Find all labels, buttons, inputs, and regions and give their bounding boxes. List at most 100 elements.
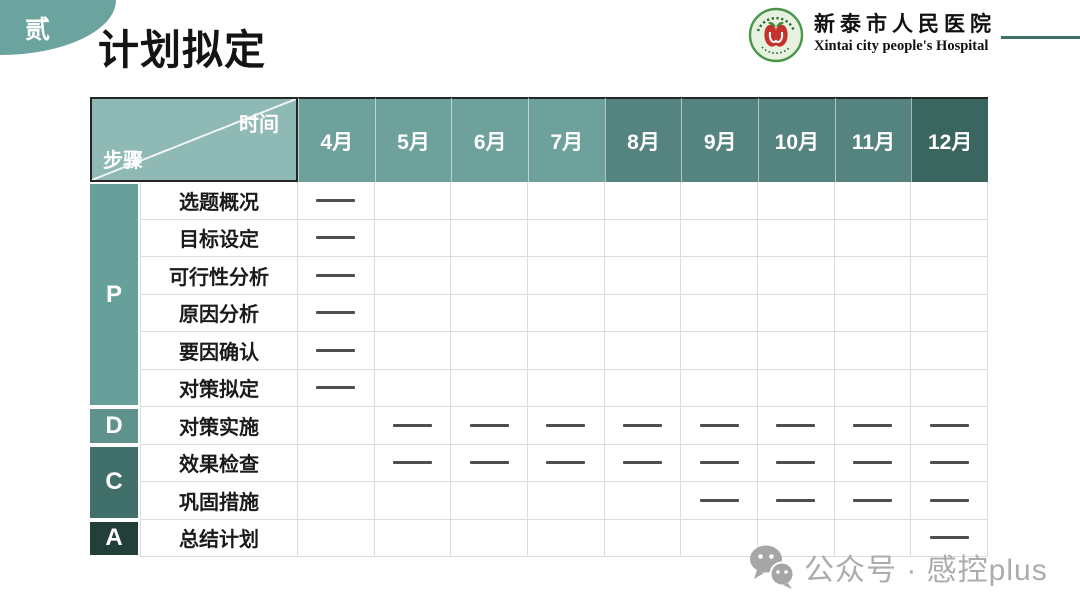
gantt-cell — [374, 182, 452, 220]
step-label-cell: 选题概况 — [140, 182, 298, 220]
schedule-dash — [776, 461, 816, 465]
schedule-dash — [776, 498, 816, 502]
gantt-cell — [834, 482, 912, 520]
gantt-cell — [757, 332, 835, 370]
gantt-cell — [757, 257, 835, 295]
schedule-dash — [392, 423, 432, 427]
gantt-cell — [451, 519, 528, 557]
step-label-cell: 要因确认 — [140, 332, 298, 370]
gantt-cell — [757, 444, 835, 482]
gantt-cell — [527, 182, 605, 220]
gantt-cell — [298, 482, 375, 520]
month-header-cell: 4月 — [298, 97, 375, 182]
gantt-cell — [298, 257, 375, 295]
gantt-cell — [527, 219, 605, 257]
gantt-cell — [451, 444, 528, 482]
gantt-cell — [681, 444, 758, 482]
gantt-cell — [834, 219, 912, 257]
gantt-cell — [451, 407, 528, 445]
schedule-dash — [776, 423, 816, 427]
gantt-cell — [451, 332, 528, 370]
step-label-cell: 对策实施 — [140, 407, 298, 445]
wechat-icon — [750, 545, 795, 589]
gantt-cell — [604, 519, 682, 557]
schedule-dash — [316, 311, 356, 315]
gantt-cell — [757, 482, 835, 520]
gantt-cell — [527, 482, 605, 520]
gantt-cell — [757, 182, 835, 220]
gantt-cell — [527, 369, 605, 407]
gantt-cell — [681, 482, 758, 520]
watermark: 公众号 · 感控plus — [748, 544, 1048, 590]
schedule-dash — [469, 461, 509, 465]
gantt-cell — [451, 257, 528, 295]
gantt-cell — [681, 332, 758, 370]
gantt-cell — [604, 332, 682, 370]
pdca-group-cell-A: A — [90, 519, 140, 557]
month-header-cell: 8月 — [604, 97, 682, 182]
gantt-cell — [374, 219, 452, 257]
schedule-dash — [929, 461, 969, 465]
schedule-dash — [852, 423, 892, 427]
gantt-cell — [757, 219, 835, 257]
table-corner-cell: 时间 步骤 — [90, 97, 298, 182]
hospital-name-en: Xintai city people's Hospital — [814, 38, 989, 54]
gantt-cell — [681, 519, 758, 557]
gantt-cell — [374, 332, 452, 370]
gantt-cell — [911, 332, 988, 370]
hospital-name-cn: 新泰市人民医院 — [814, 13, 996, 36]
schedule-dash — [852, 461, 892, 465]
month-header-cell: 9月 — [681, 97, 758, 182]
gantt-cell — [374, 444, 452, 482]
gantt-cell — [834, 257, 912, 295]
month-header-cell: 11月 — [834, 97, 912, 182]
schedule-dash — [469, 423, 509, 427]
schedule-dash — [852, 498, 892, 502]
gantt-cell — [604, 257, 682, 295]
step-label-cell: 原因分析 — [140, 294, 298, 332]
gantt-cell — [834, 294, 912, 332]
schedule-dash — [699, 498, 739, 502]
gantt-cell — [298, 219, 375, 257]
gantt-cell — [604, 407, 682, 445]
schedule-dash — [699, 461, 739, 465]
gantt-cell — [681, 369, 758, 407]
page-title: 计划拟定 — [98, 27, 266, 73]
section-number-badge: 贰 — [0, 0, 116, 55]
hospital-name-block: 新泰市人民医院 Xintai city people's Hospital — [814, 7, 996, 55]
gantt-cell — [527, 407, 605, 445]
pdca-group-cell-C: C — [90, 444, 140, 520]
hospital-logo-icon — [748, 7, 804, 63]
gantt-cell — [298, 444, 375, 482]
step-label-cell: 效果检查 — [140, 444, 298, 482]
gantt-cell — [298, 182, 375, 220]
gantt-cell — [681, 182, 758, 220]
gantt-cell — [451, 482, 528, 520]
gantt-cell — [604, 182, 682, 220]
gantt-cell — [298, 369, 375, 407]
gantt-cell — [527, 519, 605, 557]
schedule-dash — [929, 498, 969, 502]
step-label-cell: 总结计划 — [140, 519, 298, 557]
gantt-cell — [757, 369, 835, 407]
step-label-cell: 可行性分析 — [140, 257, 298, 295]
month-header-cell: 6月 — [451, 97, 528, 182]
gantt-cell — [374, 369, 452, 407]
schedule-dash — [316, 236, 356, 240]
month-header-cell: 5月 — [374, 97, 452, 182]
gantt-cell — [374, 519, 452, 557]
gantt-cell — [298, 294, 375, 332]
corner-time-label: 时间 — [239, 114, 279, 136]
schedule-dash — [546, 423, 586, 427]
gantt-cell — [298, 332, 375, 370]
gantt-cell — [374, 407, 452, 445]
corner-step-label: 步骤 — [103, 150, 143, 172]
schedule-dash — [316, 386, 356, 390]
gantt-cell — [681, 257, 758, 295]
month-header-cell: 12月 — [911, 97, 988, 182]
gantt-cell — [757, 294, 835, 332]
gantt-cell — [834, 332, 912, 370]
gantt-cell — [604, 294, 682, 332]
plan-gantt-table: 时间 步骤 4月 5月 6月 7月 8月 9月 10月 11月 12月 P D C A 选题概况 目标设定可… — [90, 97, 988, 557]
